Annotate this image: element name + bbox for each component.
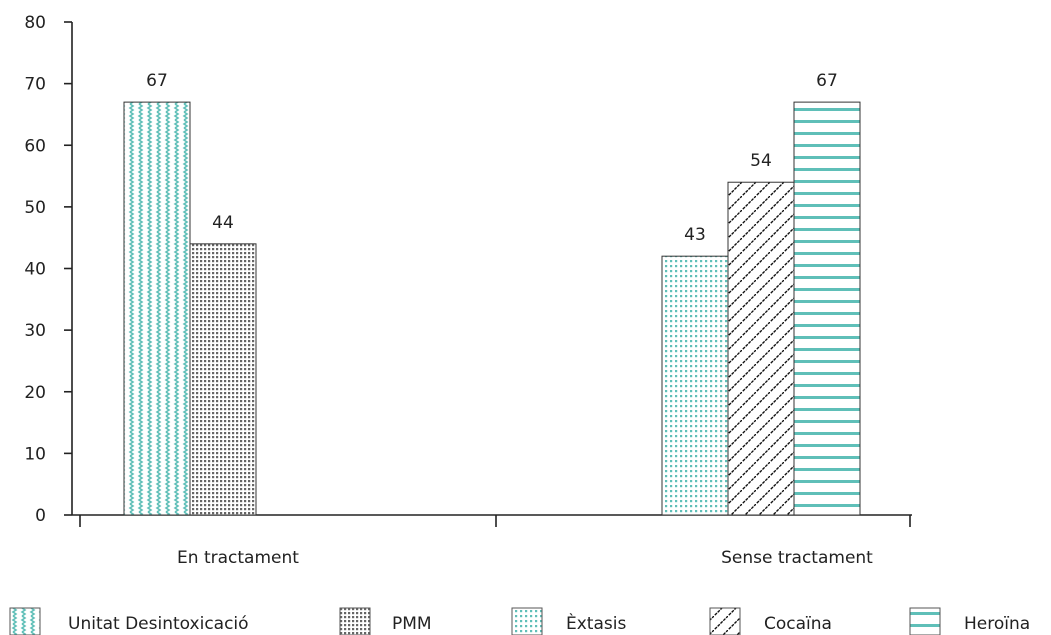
data-label: 54 [750, 151, 772, 171]
bar [727, 181, 795, 516]
legend: Unitat Desintoxicació PMM Èxtasis Cocaïn… [9, 607, 1030, 635]
bar [189, 243, 257, 516]
bar [793, 101, 861, 516]
legend-swatch [511, 607, 543, 635]
legend-item: Heroïna [909, 607, 1030, 635]
y-tick-label: 40 [24, 260, 46, 280]
y-tick-label: 70 [24, 75, 46, 95]
y-tick-label: 50 [24, 198, 46, 218]
legend-item: Cocaïna [709, 607, 832, 635]
legend-swatch [709, 607, 741, 635]
legend-swatch [909, 607, 941, 635]
category-label: Sense tractament [721, 548, 873, 568]
data-label: 67 [816, 71, 838, 91]
legend-item: Unitat Desintoxicació [9, 607, 249, 635]
legend-item: PMM [339, 607, 432, 635]
legend-label: PMM [392, 614, 432, 634]
data-label: 43 [684, 225, 706, 245]
category-label: En tractament [177, 548, 299, 568]
bar [123, 101, 191, 516]
legend-label: Heroïna [964, 614, 1030, 634]
bar [661, 255, 729, 516]
legend-label: Unitat Desintoxicació [68, 614, 249, 634]
y-tick-label: 10 [24, 444, 46, 464]
legend-label: Cocaïna [764, 614, 832, 634]
y-tick-label: 60 [24, 136, 46, 156]
legend-swatch [9, 607, 41, 635]
y-tick-label: 80 [24, 13, 46, 33]
data-label: 44 [212, 213, 234, 233]
y-tick-label: 20 [24, 383, 46, 403]
legend-item: Èxtasis [511, 607, 626, 635]
y-tick-label: 30 [24, 321, 46, 341]
data-label: 67 [146, 71, 168, 91]
legend-label: Èxtasis [566, 612, 626, 634]
y-tick-label: 0 [35, 506, 46, 526]
legend-swatch [339, 607, 371, 635]
